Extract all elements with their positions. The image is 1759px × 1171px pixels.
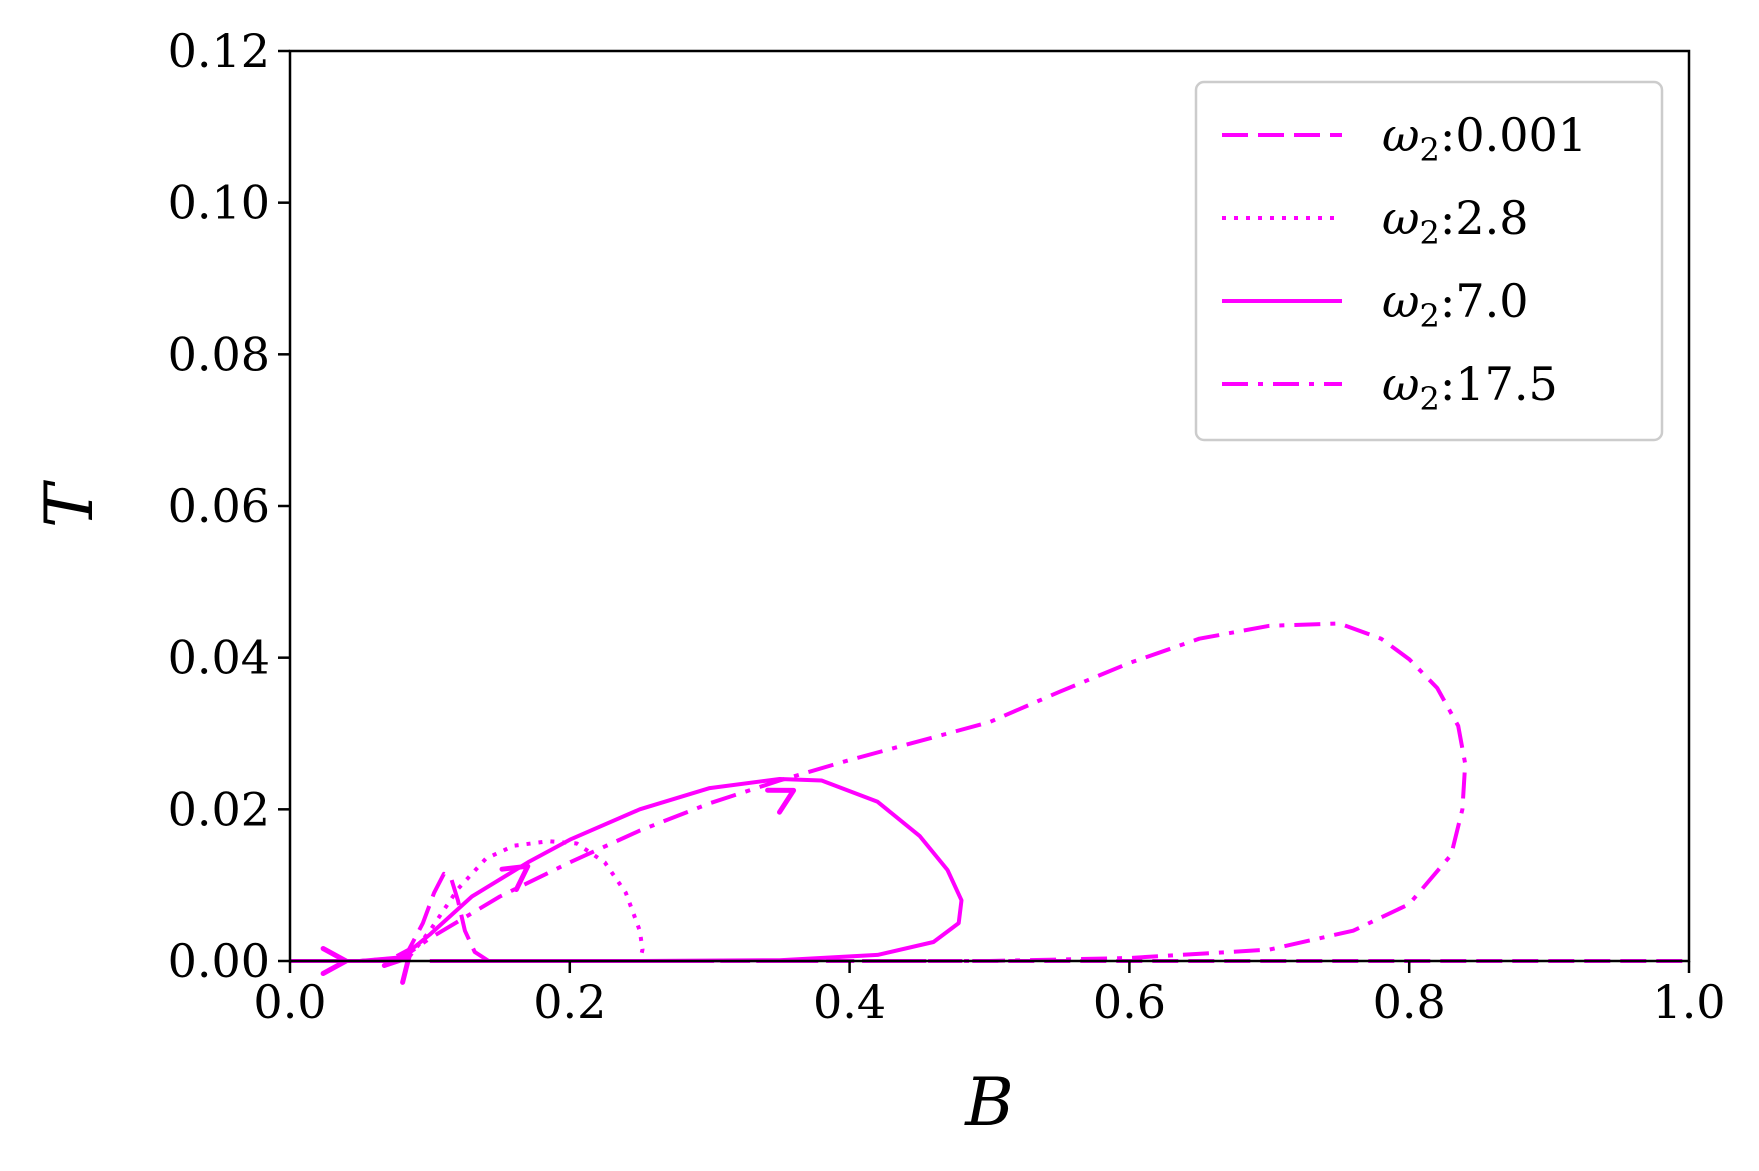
series-line-2 (290, 777, 964, 963)
series-line-3 (290, 621, 1468, 963)
direction-arrow (499, 863, 531, 892)
x-tick-label: 0.8 (1373, 975, 1446, 1029)
direction-arrow (765, 787, 797, 815)
y-tick-label: 0.00 (168, 934, 270, 988)
legend-label: ω2:2.8 (1382, 191, 1529, 252)
legend-label: ω2:7.0 (1382, 274, 1529, 335)
x-tick-label: 0.2 (533, 975, 606, 1029)
series-line-0 (290, 871, 1689, 963)
y-tick-label: 0.06 (168, 479, 270, 533)
y-tick-label: 0.10 (168, 176, 270, 230)
y-axis-label: T (31, 479, 108, 528)
x-tick-label: 0.4 (813, 975, 886, 1029)
legend-label: ω2:17.5 (1382, 357, 1558, 418)
legend: ω2:0.001 ω2:2.8 ω2:7.0 ω2:17.5 (1194, 80, 1664, 442)
legend-box (1194, 80, 1664, 442)
x-tick-label: 0.0 (253, 975, 326, 1029)
series-layer (290, 621, 1689, 985)
legend-label: ω2:0.001 (1382, 108, 1587, 169)
y-tick-label: 0.04 (168, 631, 270, 685)
x-tick-label: 1.0 (1652, 975, 1725, 1029)
y-tick-label: 0.02 (168, 782, 270, 836)
direction-arrow (381, 954, 412, 985)
axis-ticks: 0.0 0.2 0.4 0.6 0.8 1.0 0.00 0.02 0.04 0.06 0.08 0.… (168, 24, 1726, 1029)
x-axis-label: B (964, 1064, 1014, 1141)
y-tick-label: 0.12 (168, 24, 270, 78)
y-tick-label: 0.08 (168, 327, 270, 381)
x-tick-label: 0.6 (1093, 975, 1166, 1029)
